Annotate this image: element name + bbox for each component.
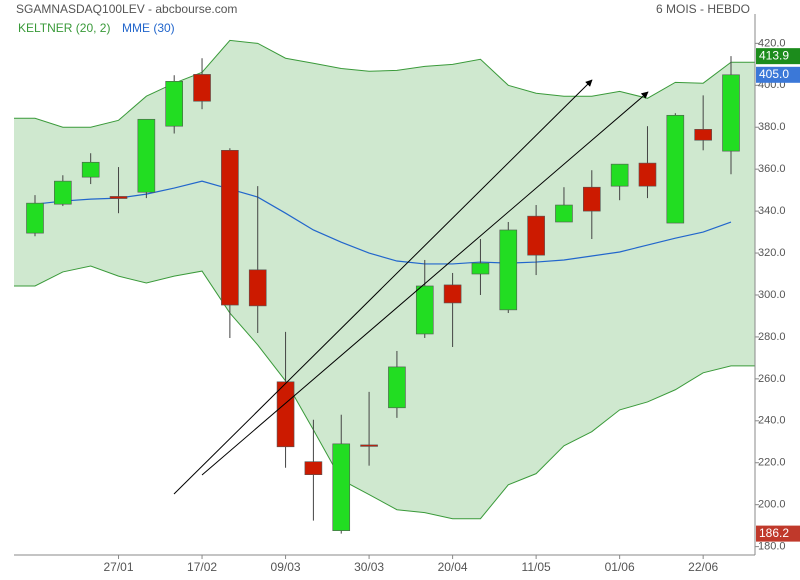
trend-line	[173, 79, 593, 495]
y-tick-label: 360.0	[758, 163, 786, 175]
price-badge	[756, 48, 800, 65]
price-badge-label: 405.0	[759, 67, 789, 81]
candle-body	[248, 269, 267, 307]
candle-body	[276, 381, 295, 448]
candle-body	[137, 118, 156, 193]
band-area	[14, 40, 755, 519]
chart-title: SGAMNASDAQ100LEV - abcbourse.com	[16, 2, 237, 16]
y-tick-label: 380.0	[758, 121, 786, 133]
x-tick-label: 11/05	[522, 560, 551, 574]
price-badge-label: 413.9	[759, 48, 789, 62]
candle-body	[81, 161, 100, 178]
candle-body	[666, 114, 685, 224]
candle-body	[443, 284, 462, 304]
candle-body	[722, 74, 740, 152]
x-tick-label: 30/03	[354, 560, 384, 574]
x-tick-label: 27/01	[104, 560, 134, 574]
candle-body	[499, 229, 518, 311]
candle-body	[527, 215, 545, 256]
candle-body	[332, 443, 351, 531]
y-tick-label: 200.0	[758, 499, 786, 511]
candle-body	[109, 196, 128, 199]
trend-lines	[173, 79, 649, 495]
candle-body	[638, 162, 657, 187]
legend-line: MME (30)	[122, 21, 175, 35]
x-tick-label: 09/03	[271, 560, 301, 574]
candle-body	[610, 163, 629, 187]
candle-body	[360, 444, 378, 447]
candle-body	[304, 461, 323, 475]
candle-body	[415, 285, 434, 335]
chart-subtitle: 6 MOIS - HEBDO	[656, 2, 750, 16]
candle-body	[221, 149, 239, 306]
y-tick-label: 280.0	[758, 331, 786, 343]
x-tick-label: 22/06	[688, 560, 718, 574]
x-tick-label: 20/04	[438, 560, 468, 574]
price-badge	[756, 525, 800, 542]
x-tick-label: 17/02	[187, 560, 217, 574]
price-badge-label: 186.2	[759, 526, 789, 540]
candle-body	[471, 262, 490, 275]
y-tick-label: 320.0	[758, 247, 786, 259]
candle-body	[193, 74, 211, 102]
candle-body	[26, 202, 44, 234]
trend-line	[201, 91, 649, 476]
candle-body	[388, 366, 406, 409]
band-upper	[14, 39, 755, 128]
y-tick-label: 220.0	[758, 457, 786, 469]
candle-body	[694, 129, 712, 141]
candle-body	[165, 81, 183, 127]
y-tick-label: 240.0	[758, 415, 786, 427]
x-tick-label: 01/06	[605, 560, 635, 574]
candle-body	[582, 186, 601, 212]
y-tick-label: 180.0	[758, 541, 786, 553]
price-badge	[756, 66, 800, 83]
candle-body	[555, 204, 573, 223]
y-tick-label: 340.0	[758, 205, 786, 217]
legend-band: KELTNER (20, 2)	[18, 21, 110, 35]
y-tick-label: 300.0	[758, 289, 786, 301]
band-lower	[14, 265, 755, 520]
y-tick-label: 260.0	[758, 373, 786, 385]
plot-area	[14, 39, 755, 534]
y-tick-label: 420.0	[758, 37, 786, 49]
mme-line	[34, 180, 732, 265]
candle-body	[54, 180, 72, 205]
